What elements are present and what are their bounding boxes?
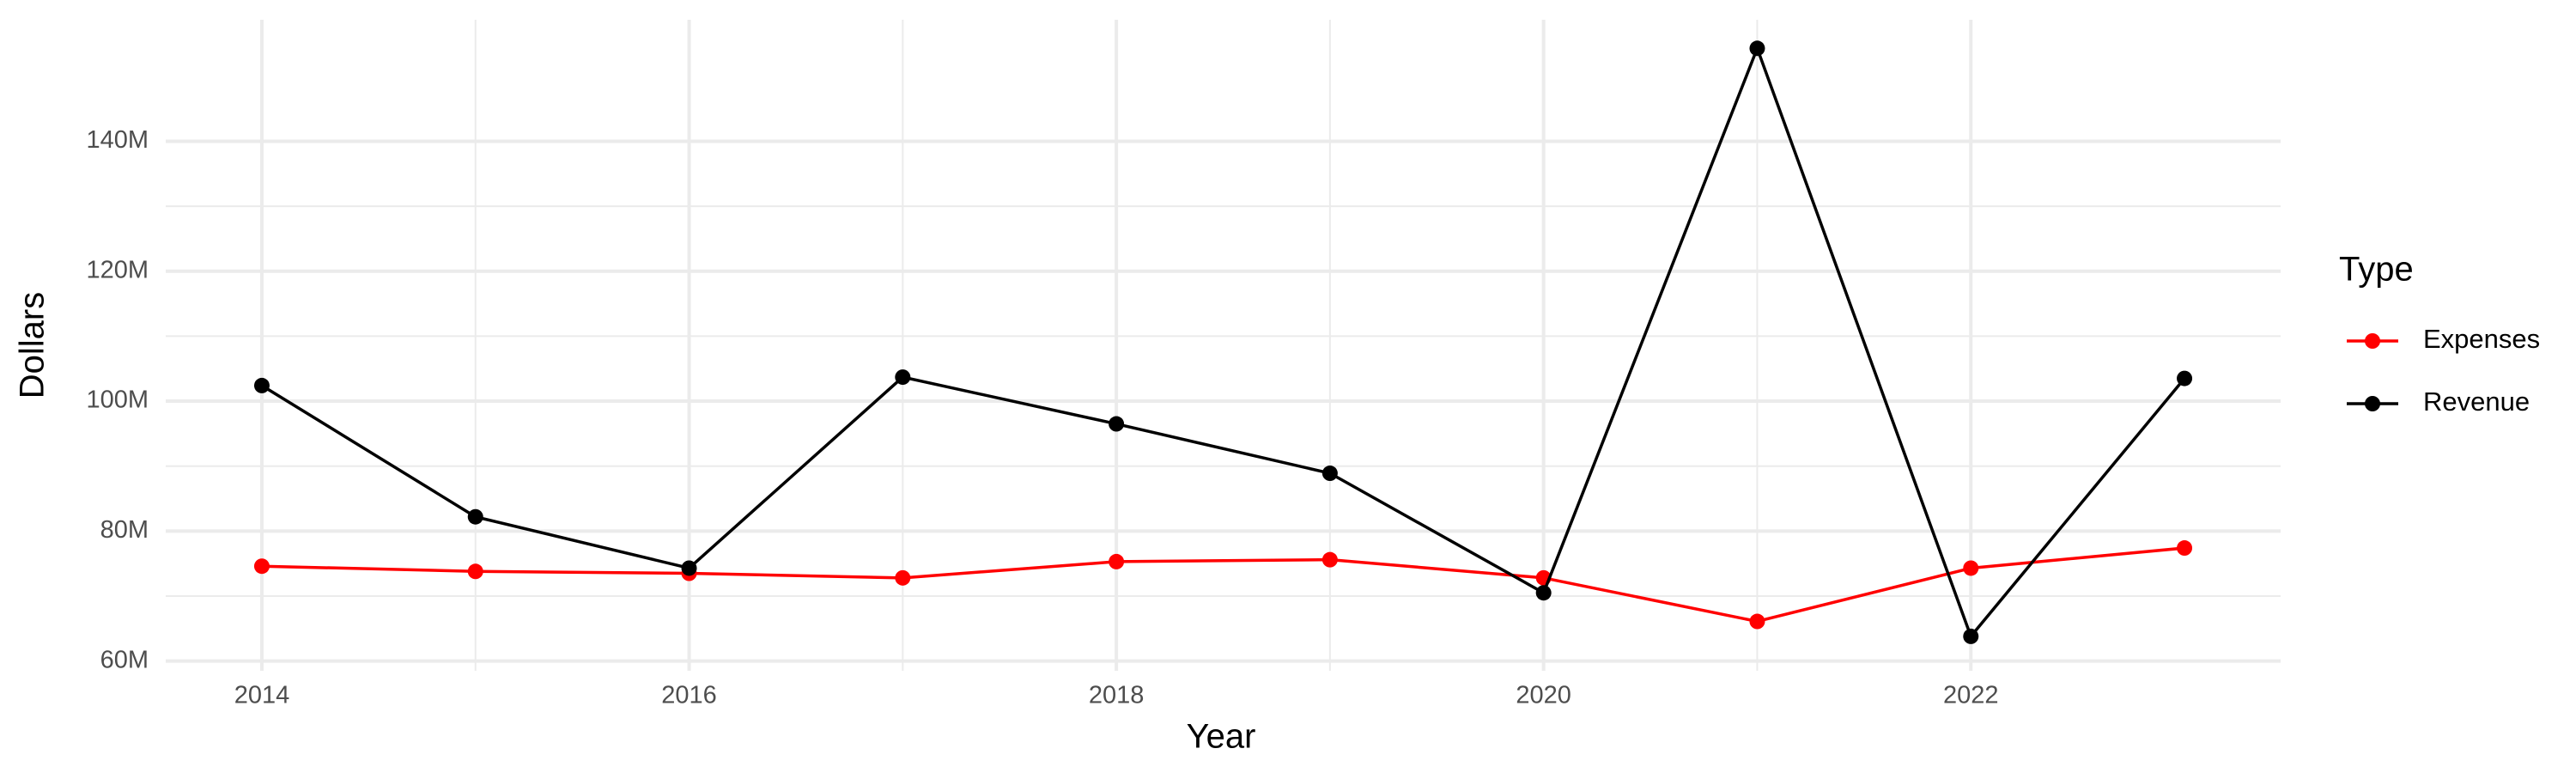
y-axis-title: Dollars [14, 292, 52, 399]
legend-title: Type [2339, 251, 2414, 289]
legend-item: Expenses [2347, 324, 2540, 354]
point [895, 369, 911, 386]
point [1109, 416, 1125, 432]
legend-key-point [2365, 396, 2380, 411]
x-tick-label: 2022 [1943, 682, 1999, 709]
point [253, 558, 270, 575]
series [253, 40, 2193, 644]
x-axis-title: Year [1187, 718, 1256, 756]
point [1321, 551, 1338, 568]
point [1535, 585, 1552, 601]
point [1963, 560, 1979, 576]
line [261, 546, 2185, 624]
x-tick-label: 2018 [1089, 682, 1145, 709]
point [253, 377, 270, 393]
x-tick-label: 2020 [1516, 682, 1571, 709]
y-tick-label: 100M [86, 386, 149, 414]
legend-label: Revenue [2423, 386, 2530, 417]
point [1749, 613, 1765, 630]
point [681, 560, 697, 576]
y-tick-label: 60M [100, 646, 149, 673]
y-tick-label: 80M [100, 516, 149, 544]
x-tick-label: 2014 [234, 682, 290, 709]
point [895, 569, 911, 586]
point [467, 508, 483, 525]
y-tick-label: 120M [86, 256, 149, 283]
point [1749, 40, 1765, 57]
legend: Expenses Revenue [2347, 324, 2540, 417]
point [2177, 370, 2193, 386]
point [1321, 466, 1338, 482]
x-tick-label: 2016 [661, 682, 717, 709]
point [1963, 628, 1979, 644]
legend-key-point [2365, 333, 2380, 349]
point [1109, 553, 1125, 569]
point [467, 563, 483, 580]
legend-label: Expenses [2423, 324, 2540, 354]
point [2177, 540, 2193, 557]
series [253, 540, 2193, 630]
legend-item: Revenue [2347, 386, 2530, 417]
y-tick-label: 140M [86, 126, 149, 154]
line [261, 44, 2186, 640]
